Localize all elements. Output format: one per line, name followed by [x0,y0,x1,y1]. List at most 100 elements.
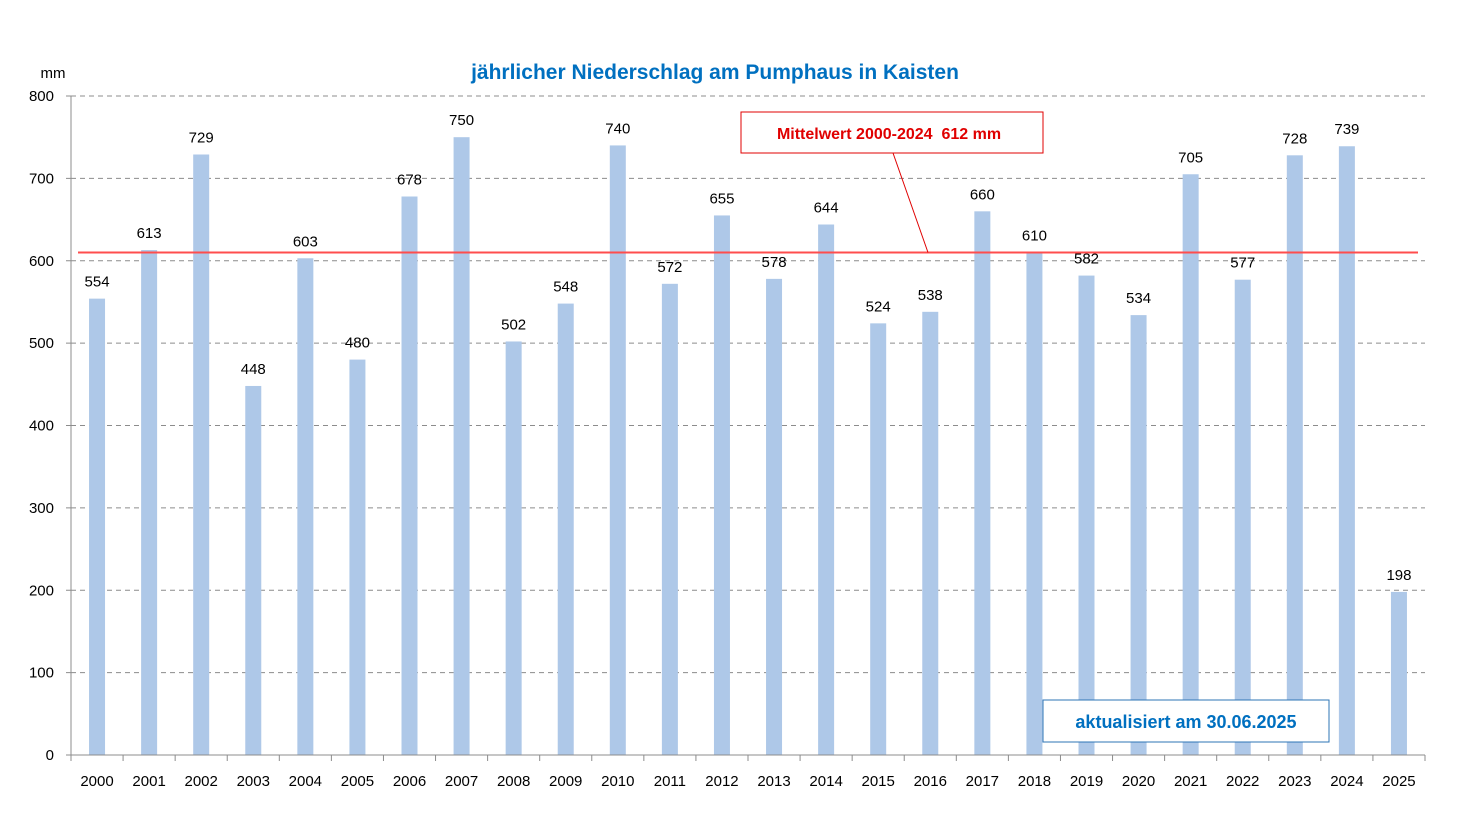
bar [974,211,991,755]
bar [870,323,887,755]
data-label: 480 [345,335,370,352]
bar [297,258,314,755]
bar [609,145,626,756]
x-tick-label: 2021 [1174,773,1207,790]
x-tick-label: 2004 [289,773,322,790]
x-tick-label: 2013 [757,773,790,790]
x-tick-label: 2000 [80,773,113,790]
bar [1130,315,1147,755]
update-annotation-box [1042,699,1330,743]
y-tick-label: 200 [29,582,54,599]
data-label: 603 [293,233,318,250]
x-tick-label: 2001 [132,773,165,790]
data-label: 644 [814,200,839,217]
gridlines [71,95,1425,674]
bar [453,137,470,755]
bar [141,250,158,755]
x-tick-label: 2019 [1070,773,1103,790]
x-tick-label: 2012 [705,773,738,790]
data-label: 448 [241,361,266,378]
x-tick-label: 2002 [185,773,218,790]
x-tick-label: 2018 [1018,773,1051,790]
bar [401,196,418,755]
bar [349,359,366,755]
x-tick-label: 2025 [1382,773,1415,790]
data-label: 655 [709,190,734,207]
update-annotation: aktualisiert am 30.06.2025 [1042,699,1330,743]
data-label: 613 [137,225,162,242]
data-label: 582 [1074,251,1099,268]
bar [922,311,939,755]
x-tick-label: 2006 [393,773,426,790]
bar [713,215,730,756]
bar [245,385,262,755]
x-tick-label: 2015 [862,773,895,790]
data-label: 524 [866,298,891,315]
x-tick-label: 2009 [549,773,582,790]
x-tick-label: 2022 [1226,773,1259,790]
data-label: 548 [553,279,578,296]
x-tick-label: 2017 [966,773,999,790]
data-label: 739 [1334,121,1359,138]
x-tick-label: 2005 [341,773,374,790]
data-label: 740 [605,120,630,137]
x-tick-label: 2024 [1330,773,1363,790]
mean-label: Mittelwert 2000-2024 612 mm [777,126,1001,143]
data-label: 538 [918,287,943,304]
data-label: 610 [1022,228,1047,245]
bar [1026,252,1043,755]
data-label: 660 [970,186,995,203]
bar [505,341,522,755]
data-label: 554 [85,274,110,291]
x-tick-label: 2008 [497,773,530,790]
bar [1338,146,1355,755]
bar [557,303,574,755]
x-tick-label: 2020 [1122,773,1155,790]
y-tick-label: 0 [46,747,54,764]
mean-line-group: Mittelwert 2000-2024 612 mm [78,111,1418,254]
data-label: 534 [1126,290,1151,307]
bar [193,154,210,755]
mean-label-box [740,111,1044,154]
y-tick-label: 800 [29,88,54,105]
bar [661,283,678,755]
y-axis-unit-label: mm [41,65,66,82]
x-tick-label: 2014 [809,773,842,790]
update-annotation-text: aktualisiert am 30.06.2025 [1075,712,1296,732]
data-label: 678 [397,171,422,188]
data-label: 572 [657,259,682,276]
bar [1286,155,1303,755]
bar [818,224,835,755]
x-tick-labels: 2000 2001 2002 2003 2004 2005 2006 2007 2008 2009… [80,773,1415,790]
x-tick-label: 2003 [237,773,270,790]
data-label: 729 [189,129,214,146]
x-tick-label: 2010 [601,773,634,790]
data-label: 578 [762,254,787,271]
data-label: 750 [449,112,474,129]
y-tick-label: 100 [29,665,54,682]
y-tick-label: 400 [29,418,54,435]
bar-series [89,137,1407,756]
data-label: 705 [1178,149,1203,166]
x-tick-label: 2023 [1278,773,1311,790]
axes [66,95,1426,761]
bar [1078,275,1095,755]
bar [1234,279,1251,755]
data-label: 502 [501,316,526,333]
data-label: 198 [1386,567,1411,584]
data-labels: 554 613 729 448 603 480 678 750 502 548 740 572 655 5… [85,112,1412,584]
y-tick-label: 500 [29,335,54,352]
data-label: 728 [1282,130,1307,147]
bar [89,298,106,755]
mean-label-leader [892,152,929,253]
x-tick-label: 2011 [654,773,686,790]
x-tick-label: 2016 [914,773,947,790]
y-tick-labels: 0 100 200 300 400 500 600 700 800 [29,88,54,764]
y-tick-label: 300 [29,500,54,517]
x-tick-label: 2007 [445,773,478,790]
chart-title: jährlicher Niederschlag am Pumphaus in K… [470,61,959,84]
data-label: 577 [1230,255,1255,272]
y-tick-label: 700 [29,170,54,187]
bar [766,278,783,755]
